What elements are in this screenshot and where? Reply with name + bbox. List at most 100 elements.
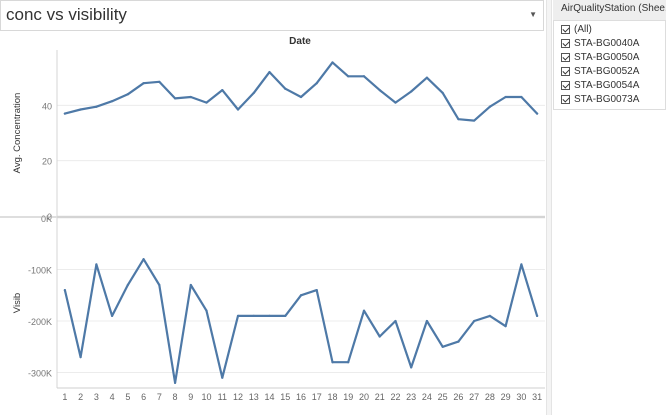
data-point[interactable] (331, 61, 334, 64)
data-point[interactable] (473, 319, 476, 323)
data-point[interactable] (126, 283, 129, 287)
caret-down-icon[interactable]: ▼ (529, 10, 537, 19)
data-point[interactable] (457, 118, 460, 121)
data-point[interactable] (205, 101, 208, 104)
data-point[interactable] (252, 91, 255, 94)
data-point[interactable] (95, 263, 98, 266)
x-tick-label: 30 (516, 392, 526, 402)
data-point[interactable] (347, 75, 350, 78)
x-tick-label: 4 (110, 392, 115, 402)
data-point[interactable] (236, 108, 240, 111)
checkbox-checked-icon[interactable] (561, 95, 570, 104)
filter-item-sta-bg0054a[interactable]: STA-BG0054A (561, 79, 639, 92)
data-point[interactable] (268, 71, 271, 74)
data-point[interactable] (488, 105, 492, 108)
data-point[interactable] (236, 314, 240, 317)
data-point[interactable] (79, 355, 82, 359)
filter-item-sta-bg0050a[interactable]: STA-BG0050A (561, 51, 639, 64)
data-point[interactable] (425, 319, 429, 323)
filter-header[interactable]: AirQualityStation (Shee... (553, 0, 666, 21)
data-point[interactable] (520, 263, 523, 266)
data-point[interactable] (394, 319, 397, 323)
y-tick-label: 0K (41, 214, 52, 224)
x-tick-label: 13 (249, 392, 259, 402)
data-point[interactable] (158, 80, 161, 83)
filter-item-label: STA-BG0052A (574, 66, 640, 77)
x-tick-label: 19 (343, 392, 353, 402)
filter-item-sta-bg0040a[interactable]: STA-BG0040A (561, 37, 639, 50)
data-point[interactable] (504, 325, 507, 328)
data-point[interactable] (536, 314, 539, 317)
data-point[interactable] (410, 90, 413, 93)
x-tick-label: 29 (501, 392, 511, 402)
x-tick-label: 6 (141, 392, 146, 402)
data-point[interactable] (536, 112, 539, 115)
checkbox-checked-icon[interactable] (561, 67, 570, 76)
data-point[interactable] (441, 345, 444, 348)
data-point[interactable] (362, 309, 366, 312)
data-point[interactable] (158, 283, 161, 287)
x-tick-label: 14 (265, 392, 275, 402)
data-point[interactable] (520, 95, 523, 99)
data-point[interactable] (299, 294, 303, 297)
x-tick-label: 12 (233, 392, 243, 402)
data-point[interactable] (142, 82, 145, 85)
data-point[interactable] (362, 75, 366, 78)
data-point[interactable] (221, 89, 224, 92)
filter-item-sta-bg0052a[interactable]: STA-BG0052A (561, 65, 639, 78)
data-point[interactable] (504, 95, 507, 99)
data-point[interactable] (488, 314, 492, 317)
data-point[interactable] (63, 289, 66, 292)
filter-title: AirQualityStation (Shee... (561, 3, 666, 14)
data-point[interactable] (221, 376, 224, 379)
filter-item-sta-bg0073a[interactable]: STA-BG0073A (561, 93, 639, 106)
data-point[interactable] (79, 108, 82, 111)
data-point[interactable] (299, 95, 303, 99)
data-point[interactable] (441, 91, 444, 94)
x-tick-label: 11 (218, 392, 227, 402)
data-point[interactable] (394, 101, 397, 104)
x-tick-label: 5 (125, 392, 130, 402)
data-point[interactable] (378, 89, 381, 92)
x-tick-label: 1 (62, 392, 67, 402)
checkbox-checked-icon[interactable] (561, 25, 570, 34)
filter-item-all[interactable]: (All) (561, 23, 592, 36)
data-point[interactable] (110, 100, 114, 103)
x-tick-label: 23 (406, 392, 416, 402)
filter-item-label: (All) (574, 24, 592, 35)
x-tick-label: 24 (422, 392, 432, 402)
checkbox-checked-icon[interactable] (561, 39, 570, 48)
sheet-title-bar[interactable]: conc vs visibility ▼ (0, 0, 544, 31)
data-point[interactable] (252, 314, 255, 317)
data-point[interactable] (473, 119, 476, 122)
data-point[interactable] (142, 258, 145, 261)
data-point[interactable] (284, 314, 287, 317)
panel-divider[interactable] (546, 0, 552, 415)
data-point[interactable] (189, 95, 192, 99)
data-point[interactable] (189, 283, 192, 287)
data-point[interactable] (315, 289, 318, 292)
checkbox-checked-icon[interactable] (561, 53, 570, 62)
filter-item-label: STA-BG0050A (574, 52, 640, 63)
data-point[interactable] (284, 87, 287, 90)
filter-panel: AirQualityStation (Shee... (All) STA-BG0… (553, 0, 666, 415)
data-point[interactable] (425, 76, 429, 79)
data-point[interactable] (378, 335, 381, 338)
data-point[interactable] (268, 314, 271, 317)
data-point[interactable] (95, 105, 98, 108)
data-point[interactable] (457, 340, 460, 343)
data-point[interactable] (173, 381, 177, 384)
data-point[interactable] (315, 82, 318, 85)
data-point[interactable] (331, 361, 334, 364)
data-point[interactable] (173, 97, 177, 100)
x-tick-label: 31 (532, 392, 542, 402)
data-point[interactable] (110, 314, 114, 317)
x-tick-label: 7 (157, 392, 162, 402)
checkbox-checked-icon[interactable] (561, 81, 570, 90)
data-point[interactable] (410, 366, 413, 369)
data-point[interactable] (347, 361, 350, 364)
y-tick-label: -200K (28, 317, 52, 327)
data-point[interactable] (126, 93, 129, 96)
data-point[interactable] (63, 112, 66, 115)
data-point[interactable] (205, 309, 208, 312)
